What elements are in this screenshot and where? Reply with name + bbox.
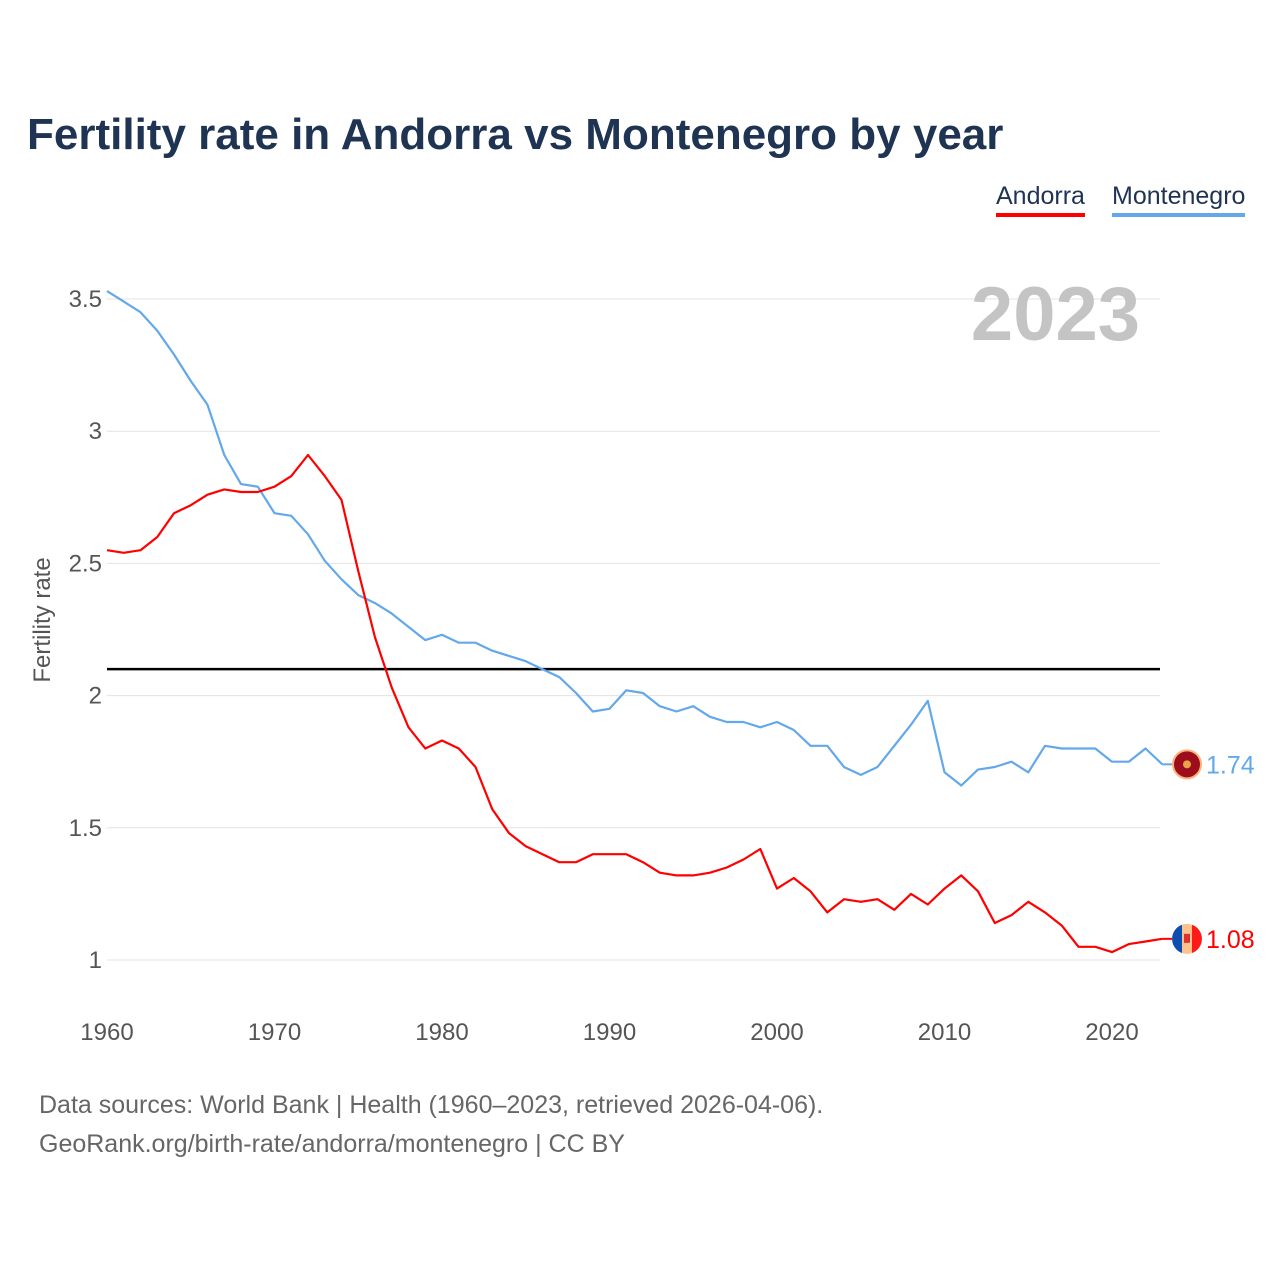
end-value-label: 1.08 [1206, 926, 1255, 954]
source-line-2[interactable]: GeoRank.org/birth-rate/andorra/montenegr… [39, 1130, 625, 1158]
chart-title: Fertility rate in Andorra vs Montenegro … [27, 110, 1004, 159]
flag-emblem [1184, 933, 1190, 943]
source-note: Data sources: World Bank | Health (1960–… [39, 1086, 823, 1164]
year-watermark: 2023 [971, 272, 1140, 357]
y-tick-label: 3.5 [69, 286, 102, 313]
y-axis-label: Fertility rate [29, 557, 56, 682]
flag-red-band [1192, 924, 1202, 953]
y-tick-label: 1 [89, 947, 102, 974]
x-tick-label: 2000 [750, 1019, 803, 1046]
source-line-1: Data sources: World Bank | Health (1960–… [39, 1091, 824, 1119]
x-tick-label: 1990 [583, 1019, 636, 1046]
series-line-andorra [106, 453, 1163, 954]
legend-montenegro[interactable]: Montenegro [1112, 182, 1246, 217]
y-tick-label: 1.5 [69, 815, 102, 842]
x-tick-label: 2010 [918, 1019, 971, 1046]
x-tick-label: 1980 [415, 1019, 468, 1046]
x-tick-label: 1960 [80, 1019, 133, 1046]
series-line-montenegro [106, 290, 1164, 787]
legend-andorra[interactable]: Andorra [996, 182, 1085, 217]
y-tick-label: 2.5 [69, 550, 102, 577]
x-tick-label: 2020 [1085, 1019, 1138, 1046]
y-tick-label: 3 [89, 418, 102, 445]
end-value-label: 1.74 [1206, 751, 1255, 779]
flag-blue-band [1172, 924, 1182, 953]
x-tick-label: 1970 [248, 1019, 301, 1046]
y-tick-label: 2 [89, 683, 102, 710]
flag-emblem [1183, 760, 1191, 769]
